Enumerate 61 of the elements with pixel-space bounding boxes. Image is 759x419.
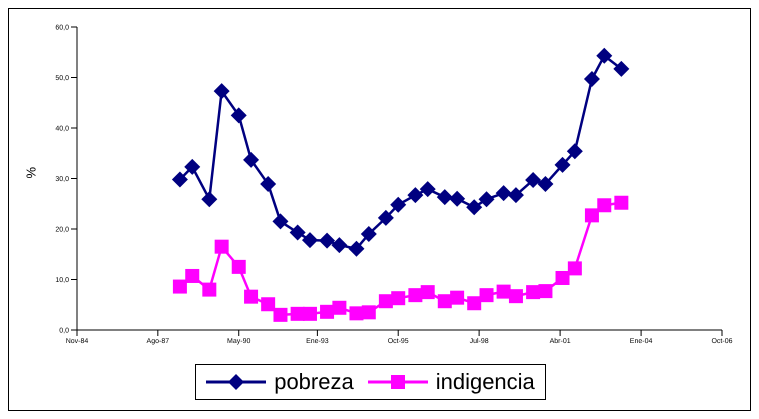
point [449,190,466,207]
point [568,261,582,276]
point [420,181,436,198]
point [214,83,230,100]
point [332,300,346,315]
point [230,107,247,124]
y-axis-title: % [24,166,39,178]
point [302,232,318,248]
point [450,290,464,305]
point [244,290,258,304]
point [526,285,540,300]
point [201,191,218,208]
point [537,176,554,192]
point [420,285,435,300]
point [467,296,482,310]
point [184,158,200,175]
point [349,306,364,320]
point [566,143,583,160]
point [407,187,424,204]
point [525,172,542,188]
point [202,282,216,297]
point [362,305,376,320]
point [478,191,495,208]
point [273,308,288,322]
point [378,210,394,226]
point [508,187,524,204]
point [360,226,377,242]
point [508,289,523,304]
point [613,60,630,77]
point [390,196,406,213]
point [597,198,612,212]
point [260,176,276,192]
point [480,288,494,302]
point [584,71,600,88]
point [272,213,288,230]
point [331,237,348,254]
point [290,224,306,241]
point [261,297,276,312]
point [466,199,482,216]
point [554,156,571,173]
point [496,185,512,202]
point [391,291,406,306]
point [436,189,453,206]
point [496,284,511,299]
legend-label: indigencia [436,369,535,395]
point [172,172,188,188]
point [214,240,229,254]
point [320,304,334,319]
point [556,270,570,285]
point [319,232,336,249]
legend-label: pobreza [274,369,354,395]
point [243,152,260,168]
point [348,240,364,257]
point [596,48,612,64]
point [232,260,246,274]
point [302,306,317,321]
point [185,268,200,283]
point [538,284,552,298]
point [614,196,628,210]
point [172,280,187,294]
point [584,208,599,222]
